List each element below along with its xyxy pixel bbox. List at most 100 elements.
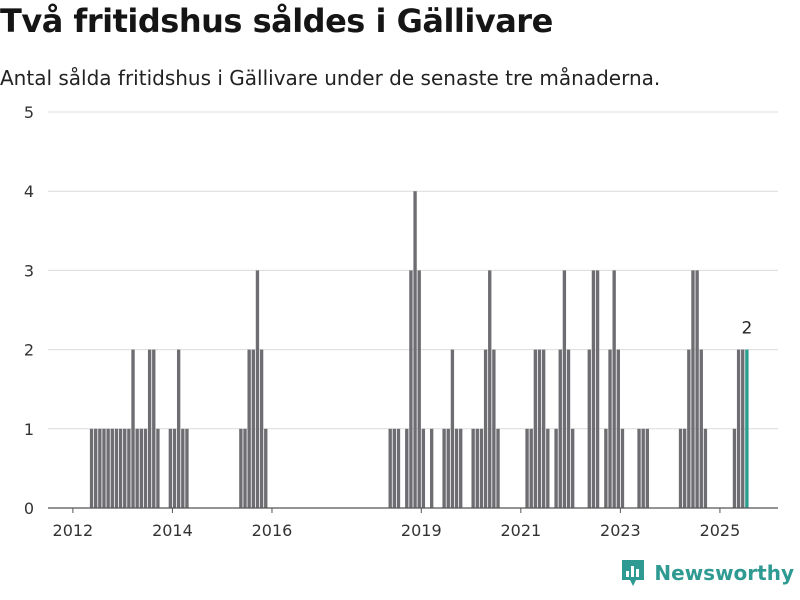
bar — [114, 428, 119, 508]
chart-subtitle: Antal sålda fritidshus i Gällivare under… — [0, 66, 661, 90]
bar — [127, 428, 131, 508]
bar — [479, 428, 484, 508]
bar — [483, 349, 488, 508]
bar — [454, 428, 459, 508]
y-tick-label: 3 — [24, 261, 34, 280]
bar — [259, 349, 264, 508]
bar — [388, 428, 392, 508]
bar — [608, 349, 612, 508]
annotations: 2 — [741, 319, 752, 339]
bar — [409, 270, 413, 508]
bar — [243, 428, 247, 508]
bar — [450, 349, 455, 508]
bar — [102, 428, 106, 508]
bar — [392, 428, 397, 508]
bar — [152, 349, 156, 508]
bar — [641, 428, 645, 508]
bar — [566, 349, 571, 508]
bar — [429, 428, 434, 508]
bar — [488, 270, 492, 508]
bar — [683, 428, 687, 508]
bar — [595, 270, 600, 508]
bar — [741, 349, 745, 508]
bar — [496, 428, 500, 508]
bar — [537, 349, 542, 508]
bar — [417, 270, 421, 508]
bar — [156, 428, 160, 508]
bar — [247, 349, 251, 508]
bar — [94, 428, 98, 508]
bar — [695, 270, 699, 508]
newsworthy-chart-logo-icon — [622, 560, 645, 586]
bar — [143, 428, 148, 508]
x-tick-label: 2023 — [600, 521, 641, 540]
data-label: 2 — [741, 319, 752, 339]
y-tick-label: 1 — [24, 420, 34, 439]
bar — [541, 349, 546, 508]
bar — [687, 349, 691, 508]
bar — [264, 428, 268, 508]
bar — [620, 428, 625, 508]
bar — [525, 428, 529, 508]
bar — [139, 428, 143, 508]
y-axis-ticks: 0 1 2 3 4 5 — [24, 103, 34, 518]
bar — [703, 428, 708, 508]
bar — [185, 428, 189, 508]
x-tick-label: 2014 — [152, 521, 193, 540]
bar — [413, 191, 417, 508]
bar — [616, 349, 620, 508]
bar — [562, 270, 567, 508]
bar — [471, 428, 475, 508]
bar — [442, 428, 446, 508]
bar — [255, 270, 260, 508]
bar — [546, 428, 550, 508]
newsworthy-logo[interactable]: Newsworthy — [620, 558, 794, 588]
bar — [131, 349, 135, 508]
bar — [168, 428, 173, 508]
bar — [446, 428, 450, 508]
bar — [612, 270, 616, 508]
x-axis-ticks: 2012 2014 2016 2019 2021 2023 2025 — [53, 508, 741, 540]
bar — [405, 428, 409, 508]
bar — [110, 428, 114, 508]
bar — [118, 428, 123, 508]
bar — [604, 428, 608, 508]
bar — [492, 349, 496, 508]
bar — [421, 428, 426, 508]
bar — [459, 428, 463, 508]
y-tick-label: 5 — [24, 103, 34, 122]
bar — [239, 428, 243, 508]
bar — [106, 428, 110, 508]
bar-latest — [745, 349, 749, 508]
bar — [645, 428, 650, 508]
bar — [147, 349, 152, 508]
bar — [571, 428, 575, 508]
bar — [732, 428, 737, 508]
bar — [587, 349, 591, 508]
bar — [533, 349, 538, 508]
bar — [89, 428, 94, 508]
bar — [678, 428, 683, 508]
y-tick-label: 4 — [24, 182, 34, 201]
x-tick-label: 2025 — [700, 521, 741, 540]
x-tick-label: 2021 — [500, 521, 541, 540]
bar — [699, 349, 703, 508]
x-tick-label: 2019 — [401, 521, 442, 540]
bar — [172, 428, 177, 508]
y-tick-label: 0 — [24, 499, 34, 518]
bar — [691, 270, 695, 508]
bar — [123, 428, 127, 508]
chart-title: Två fritidshus såldes i Gällivare — [0, 2, 553, 40]
y-tick-label: 2 — [24, 341, 34, 360]
bar — [529, 428, 533, 508]
bar — [251, 349, 255, 508]
bar — [637, 428, 641, 508]
gridlines — [48, 111, 778, 430]
bars — [89, 191, 749, 508]
bar — [591, 270, 596, 508]
x-tick-label: 2012 — [53, 521, 94, 540]
bar — [554, 428, 558, 508]
bar — [181, 428, 185, 508]
bar — [176, 349, 181, 508]
